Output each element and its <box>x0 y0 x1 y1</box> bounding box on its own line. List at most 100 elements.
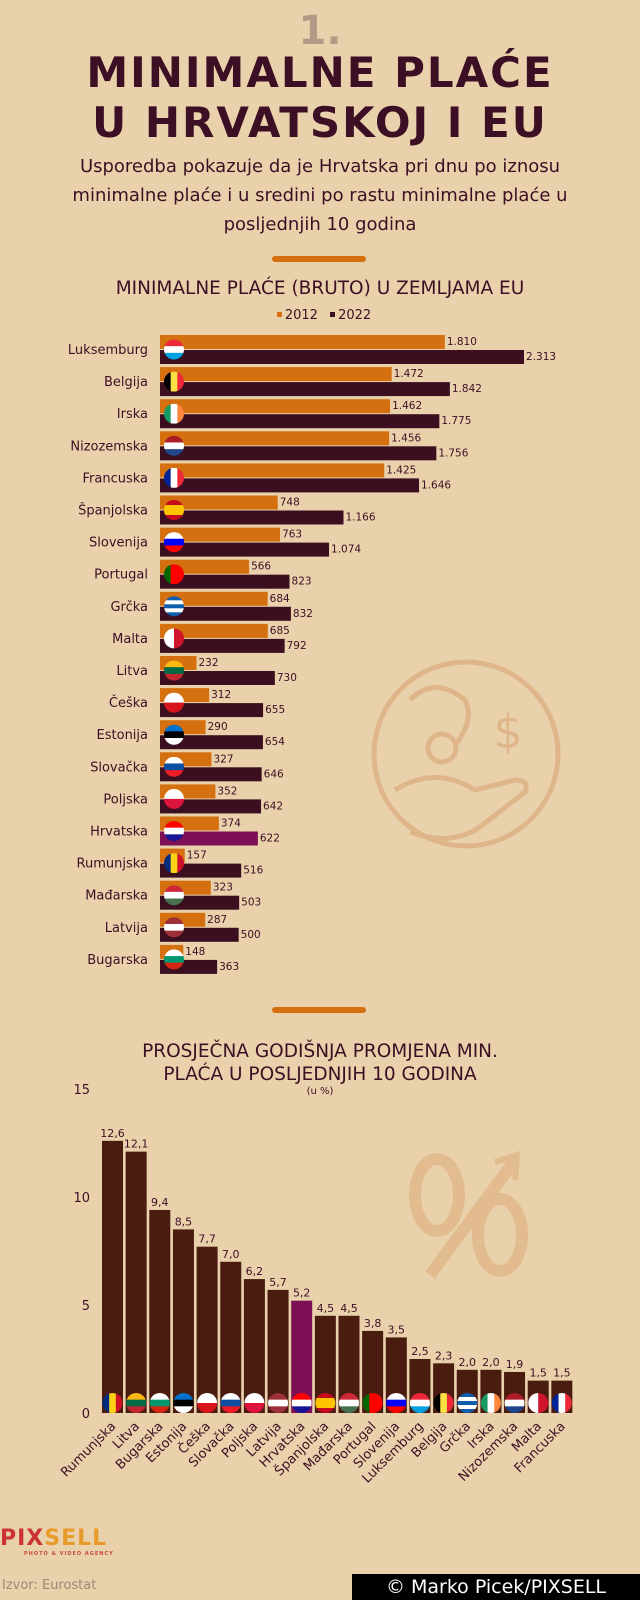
value-label: 516 <box>243 865 263 877</box>
value-label: 685 <box>270 625 290 637</box>
value-label: 5,7 <box>269 1276 287 1289</box>
category-label: Luksemburg <box>68 343 148 358</box>
flag-icon-latvija <box>268 1393 289 1413</box>
flag-icon-nizozemska <box>164 435 184 456</box>
flag-icon-malta <box>528 1393 549 1413</box>
bar-2022-Poljska <box>160 799 262 814</box>
y-tick-label: 5 <box>82 1299 90 1314</box>
flag-icon-mađarska <box>339 1393 359 1413</box>
pixsell-logo: PIXSELL <box>0 1526 108 1551</box>
category-label: Rumunjska <box>58 1419 119 1480</box>
title-line-1: MINIMALNE PLAĆE <box>86 48 554 97</box>
legend-swatch-2022 <box>330 312 336 317</box>
source-note: Izvor: Eurostat <box>2 1578 97 1593</box>
bar-2022-Belgija <box>160 382 450 397</box>
bar-2012-Grčka <box>160 591 268 606</box>
flag-icon-belgija <box>164 371 184 392</box>
value-label: 3,8 <box>364 1317 382 1330</box>
flag-icon-grčka <box>457 1393 478 1413</box>
flag-icon-estonija <box>173 1393 194 1413</box>
category-label: Grčka <box>110 600 148 615</box>
category-label: Belgija <box>104 375 148 390</box>
divider <box>272 1007 366 1013</box>
value-label: 312 <box>211 689 231 701</box>
bar-Španjolska <box>314 1315 336 1413</box>
flag-icon-luksemburg <box>164 339 184 360</box>
value-label: 7,0 <box>222 1248 240 1261</box>
value-label: 327 <box>213 753 233 765</box>
bar-2012-Francuska <box>160 463 385 478</box>
value-label: 1.842 <box>452 383 482 395</box>
value-label: 832 <box>293 608 313 620</box>
bar-2022-Portugal <box>160 574 290 589</box>
value-label: 792 <box>287 640 307 652</box>
legend-label-2022: 2022 <box>338 308 372 323</box>
category-label: Nizozemska <box>70 439 148 454</box>
category-label: Latvija <box>105 921 148 936</box>
category-label: Irska <box>117 407 148 422</box>
value-label: 4,5 <box>340 1302 358 1315</box>
page-title: MINIMALNE PLAĆE U HRVATSKOJ I EU <box>0 48 640 148</box>
flag-icon-rumunjska <box>102 1393 123 1413</box>
title-line-2: U HRVATSKOJ I EU <box>92 98 548 147</box>
category-label: Hrvatska <box>90 825 148 840</box>
flag-icon-slovenija <box>386 1393 407 1413</box>
value-label: 2,3 <box>435 1349 453 1362</box>
category-label: Slovenija <box>89 536 148 551</box>
category-label: Francuska <box>82 471 148 486</box>
value-label: 232 <box>199 657 219 669</box>
bar-2012-Nizozemska <box>160 431 390 446</box>
value-label: 1,5 <box>553 1367 571 1380</box>
value-label: 157 <box>187 850 207 862</box>
flag-icon-češka <box>164 692 184 713</box>
value-label: 654 <box>265 736 285 748</box>
y-tick-label: 15 <box>73 1083 90 1098</box>
category-label: Portugal <box>94 568 148 583</box>
bar-2022-Hrvatska <box>160 831 258 846</box>
y-tick-label: 0 <box>82 1407 90 1422</box>
bar-2022-Francuska <box>160 478 420 493</box>
value-label: 1.756 <box>438 447 468 459</box>
category-label: Bugarska <box>87 953 148 968</box>
value-label: 6,2 <box>246 1265 264 1278</box>
chart2-title: PROSJEČNA GODIŠNJA PROMJENA MIN. PLAĆA U… <box>0 1040 640 1086</box>
category-label: Španjolska <box>78 503 148 519</box>
value-label: 363 <box>219 961 239 973</box>
flag-icon-bugarska <box>149 1393 170 1413</box>
category-label: Malta <box>112 632 148 647</box>
value-label: 1.646 <box>421 479 451 491</box>
bar-2012-Irska <box>160 399 391 414</box>
value-label: 2.313 <box>526 351 556 363</box>
value-label: 12,6 <box>100 1127 125 1140</box>
value-label: 3,5 <box>388 1323 406 1336</box>
bar-2012-Španjolska <box>160 495 278 510</box>
value-label: 7,7 <box>198 1233 216 1246</box>
flag-icon-rumunjska <box>164 853 184 874</box>
flag-icon-bugarska <box>164 949 184 970</box>
bar-Latvija <box>267 1289 289 1413</box>
value-label: 352 <box>217 785 237 797</box>
flag-icon-portugal <box>164 564 184 585</box>
value-label: 1.775 <box>441 415 471 427</box>
bar-Hrvatska <box>291 1300 313 1413</box>
category-label: Mađarska <box>85 889 148 904</box>
value-label: 748 <box>280 497 300 509</box>
flag-icon-litva <box>126 1393 147 1413</box>
category-label: Slovačka <box>90 760 148 775</box>
value-label: 763 <box>282 529 302 541</box>
bar-Litva <box>125 1151 147 1413</box>
flag-icon-nizozemska <box>504 1393 525 1413</box>
value-label: 12,1 <box>124 1138 149 1151</box>
value-label: 1.456 <box>391 432 421 444</box>
photo-credit: © Marko Picek/PIXSELL <box>352 1574 640 1600</box>
flag-icon-portugal <box>362 1393 383 1413</box>
flag-icon-slovenija <box>164 532 184 553</box>
bar-Bugarska <box>149 1209 171 1413</box>
bar-2022-Luksemburg <box>160 350 524 364</box>
value-label: 4,5 <box>317 1302 335 1315</box>
bar-2022-Grčka <box>160 606 291 621</box>
divider <box>272 256 366 262</box>
value-label: 374 <box>221 818 241 830</box>
bar-Slovačka <box>220 1261 242 1413</box>
value-label: 1.425 <box>386 464 416 476</box>
